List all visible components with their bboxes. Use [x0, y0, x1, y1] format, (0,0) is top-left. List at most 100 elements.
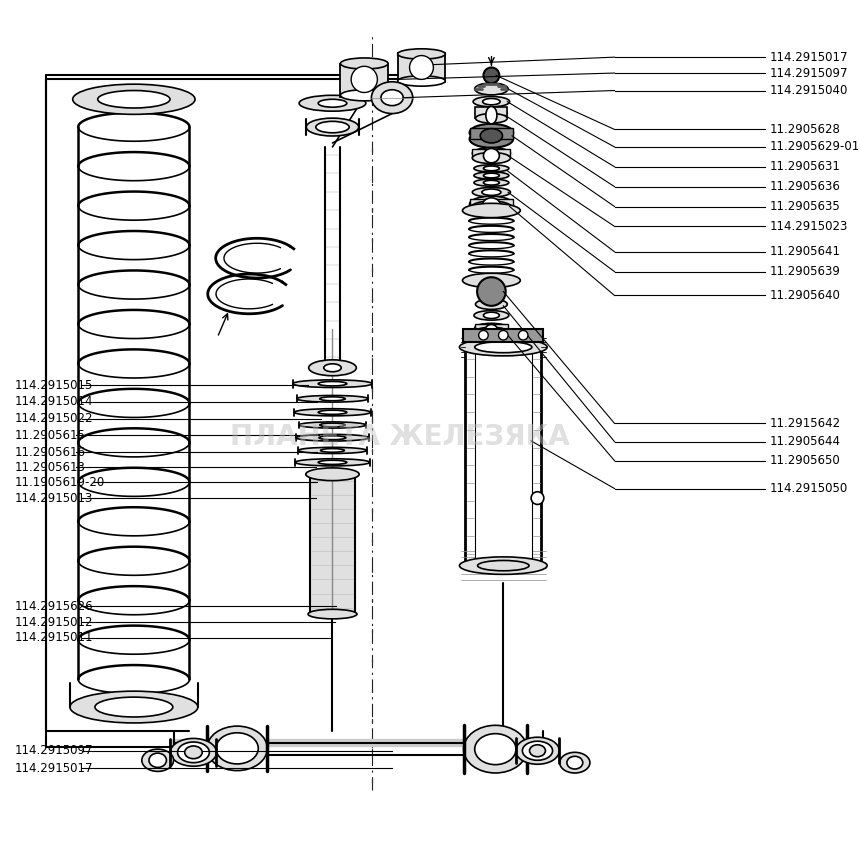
Ellipse shape [560, 752, 590, 773]
Bar [340, 64, 388, 97]
Circle shape [518, 331, 528, 340]
Ellipse shape [474, 83, 508, 95]
Ellipse shape [483, 312, 499, 319]
Ellipse shape [473, 148, 511, 159]
Text: 11.2905650: 11.2905650 [770, 454, 840, 468]
Bar [474, 351, 532, 558]
Text: 114.2915015: 114.2915015 [15, 379, 93, 392]
Circle shape [351, 66, 377, 93]
Circle shape [483, 67, 499, 83]
Ellipse shape [307, 118, 359, 136]
Ellipse shape [475, 299, 507, 309]
Ellipse shape [474, 310, 509, 320]
Text: 11.1905619-20: 11.1905619-20 [15, 476, 105, 489]
Ellipse shape [299, 95, 366, 111]
Ellipse shape [469, 124, 513, 141]
Text: 11.2905640: 11.2905640 [770, 289, 840, 302]
Bar [398, 54, 445, 82]
Ellipse shape [170, 739, 216, 766]
Text: 114.2915022: 114.2915022 [15, 412, 93, 425]
Text: 114.2915017: 114.2915017 [15, 762, 93, 774]
Ellipse shape [483, 166, 499, 171]
Text: 114.2915040: 114.2915040 [770, 84, 848, 97]
Bar [475, 107, 507, 118]
Ellipse shape [482, 198, 501, 215]
Ellipse shape [486, 106, 497, 124]
Text: 11.2905636: 11.2905636 [770, 180, 840, 193]
Text: 114.2915097: 114.2915097 [770, 66, 848, 80]
Text: 11.2905641: 11.2905641 [770, 246, 840, 258]
Ellipse shape [469, 196, 513, 212]
Ellipse shape [480, 128, 503, 143]
Ellipse shape [319, 99, 347, 107]
Bar [463, 329, 543, 342]
Ellipse shape [320, 449, 344, 452]
Ellipse shape [523, 741, 553, 760]
Text: 114.2915097: 114.2915097 [15, 745, 93, 757]
Ellipse shape [308, 609, 357, 619]
Ellipse shape [319, 423, 345, 427]
Text: 114.2915014: 114.2915014 [15, 395, 93, 409]
Text: 11.2915642: 11.2915642 [770, 416, 840, 430]
Text: 114.2915023: 114.2915023 [770, 220, 848, 233]
Text: 11.2905615: 11.2905615 [15, 429, 85, 442]
Ellipse shape [462, 203, 520, 218]
Ellipse shape [483, 173, 499, 178]
Ellipse shape [149, 753, 166, 768]
Text: ПЛАНЕТА ЖЕЛЕЗЯКА: ПЛАНЕТА ЖЕЛЕЗЯКА [230, 423, 570, 451]
Ellipse shape [306, 468, 359, 480]
Ellipse shape [469, 201, 513, 217]
Bar [310, 474, 355, 614]
Ellipse shape [207, 726, 268, 771]
Ellipse shape [474, 734, 516, 765]
Ellipse shape [97, 90, 170, 108]
Ellipse shape [296, 434, 369, 441]
Ellipse shape [319, 436, 346, 439]
Text: 11.2905635: 11.2905635 [770, 200, 840, 213]
Ellipse shape [530, 745, 545, 756]
Ellipse shape [142, 749, 174, 772]
Ellipse shape [483, 180, 499, 185]
Text: 11.2905628: 11.2905628 [770, 123, 840, 136]
Ellipse shape [319, 460, 347, 464]
Bar [469, 128, 513, 139]
Ellipse shape [371, 82, 412, 114]
Text: 11.2905616: 11.2905616 [15, 445, 86, 458]
Ellipse shape [482, 189, 501, 196]
Ellipse shape [95, 697, 173, 717]
Ellipse shape [474, 172, 509, 179]
Ellipse shape [177, 742, 209, 762]
Text: 114.2915012: 114.2915012 [15, 615, 93, 628]
Ellipse shape [319, 382, 347, 386]
Bar [474, 324, 508, 332]
Text: 11.2905631: 11.2905631 [770, 161, 840, 173]
Text: 11.2905629-01: 11.2905629-01 [770, 140, 860, 154]
Ellipse shape [72, 84, 195, 115]
Ellipse shape [398, 76, 445, 86]
Ellipse shape [293, 380, 372, 388]
Ellipse shape [460, 338, 547, 356]
Ellipse shape [483, 99, 500, 105]
Ellipse shape [381, 90, 403, 105]
Text: 11.2905639: 11.2905639 [770, 265, 840, 278]
Ellipse shape [460, 557, 547, 575]
Ellipse shape [185, 746, 202, 759]
Text: 11.2905644: 11.2905644 [770, 435, 840, 448]
Ellipse shape [469, 130, 513, 148]
Ellipse shape [316, 122, 350, 133]
Bar [469, 200, 513, 209]
Ellipse shape [474, 327, 508, 337]
Ellipse shape [340, 90, 388, 101]
Ellipse shape [216, 733, 258, 764]
Ellipse shape [308, 360, 356, 376]
Ellipse shape [319, 397, 345, 400]
Ellipse shape [294, 409, 370, 416]
Circle shape [410, 55, 433, 79]
Ellipse shape [473, 152, 511, 163]
Ellipse shape [299, 422, 366, 428]
Ellipse shape [474, 165, 509, 172]
Text: 114.2915011: 114.2915011 [15, 632, 93, 644]
Ellipse shape [473, 97, 510, 107]
Ellipse shape [462, 273, 520, 287]
Circle shape [477, 277, 505, 306]
